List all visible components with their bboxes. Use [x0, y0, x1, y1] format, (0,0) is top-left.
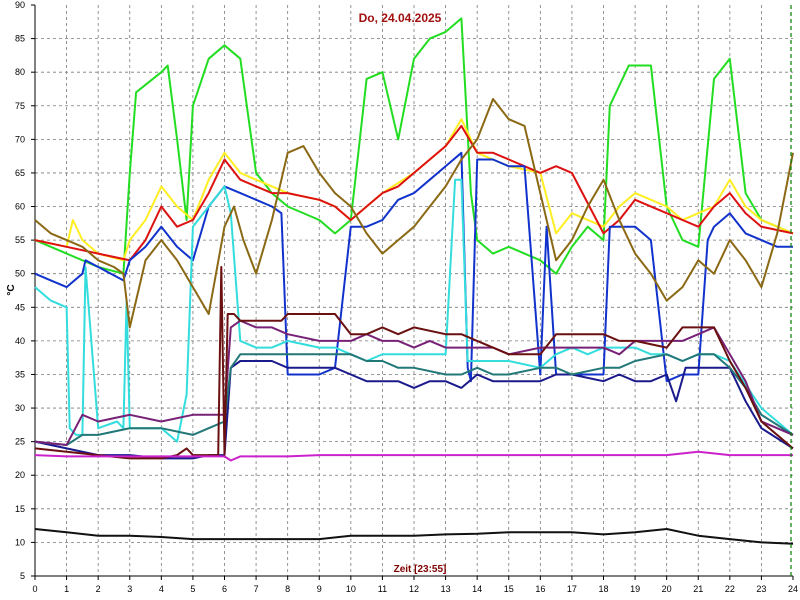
- series-line-4: [34, 151, 793, 383]
- x-tick-label: 17: [567, 584, 577, 594]
- x-tick-label: 12: [409, 584, 419, 594]
- x-tick-label: 18: [598, 584, 608, 594]
- y-tick-label: 75: [15, 101, 25, 111]
- y-tick-label: 80: [15, 67, 25, 77]
- y-tick-label: 70: [15, 134, 25, 144]
- y-tick-label: 55: [15, 235, 25, 245]
- x-tick-label: 11: [378, 584, 387, 594]
- y-tick-label: 60: [15, 202, 25, 212]
- y-tick-label: 10: [15, 537, 25, 547]
- x-tick-label: 14: [472, 584, 482, 594]
- x-tick-label: 20: [662, 584, 672, 594]
- y-tick-label: 20: [15, 470, 25, 480]
- chart-series-group: [34, 17, 794, 545]
- x-tick-label: 4: [159, 584, 164, 594]
- x-tick-label: 13: [441, 584, 451, 594]
- series-line-10: [34, 266, 794, 460]
- x-tick-label: 21: [693, 584, 703, 594]
- series-line-8: [34, 353, 794, 446]
- y-tick-label: 35: [15, 369, 25, 379]
- x-tick-label: 23: [756, 584, 766, 594]
- x-tick-label: 5: [190, 584, 195, 594]
- y-tick-label: 30: [15, 403, 25, 413]
- x-tick-label: 7: [254, 584, 259, 594]
- x-tick-label: 22: [725, 584, 735, 594]
- x-tick-label: 16: [535, 584, 545, 594]
- x-tick-label: 15: [504, 584, 514, 594]
- y-tick-label: 85: [15, 34, 25, 44]
- x-tick-label: 9: [317, 584, 322, 594]
- x-tick-label: 1: [64, 584, 69, 594]
- y-tick-label: 65: [15, 168, 25, 178]
- series-line-3: [34, 124, 794, 262]
- y-tick-label: 25: [15, 437, 25, 447]
- x-tick-label: 3: [127, 584, 132, 594]
- x-tick-label: 10: [346, 584, 356, 594]
- series-line-6: [34, 98, 794, 329]
- chart-title: Do, 24.04.2025: [359, 11, 442, 25]
- x-tick-label: 0: [32, 584, 37, 594]
- series-line-11: [34, 450, 793, 462]
- x-tick-label: 6: [222, 584, 227, 594]
- y-tick-label: 90: [15, 0, 25, 10]
- y-tick-label: 15: [15, 504, 25, 514]
- x-axis-label: Zeit [23:55]: [394, 564, 447, 575]
- y-tick-label: 5: [20, 571, 25, 581]
- series-line-12: [34, 528, 794, 545]
- y-tick-label: 40: [15, 336, 25, 346]
- x-tick-label: 2: [96, 584, 101, 594]
- x-tick-label: 19: [630, 584, 640, 594]
- x-tick-label: 24: [788, 584, 798, 594]
- x-tick-label: 8: [285, 584, 290, 594]
- y-tick-label: 45: [15, 302, 25, 312]
- chart-tick-labels: 0 1 2 3 4 5 6 7 8 9 10 11 12 13 14 15 16 17 18 19 20 21 22 23 24…: [15, 0, 798, 594]
- chart-axes: [31, 4, 794, 580]
- y-axis-label: °C: [6, 284, 17, 295]
- y-tick-label: 50: [15, 269, 25, 279]
